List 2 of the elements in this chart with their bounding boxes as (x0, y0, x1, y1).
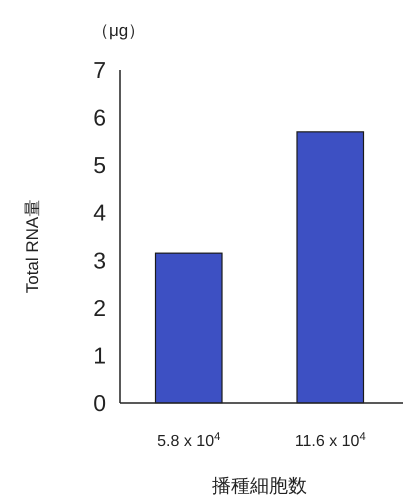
ylabel: Total RNA量 (23, 200, 42, 294)
xlabel: 播種細胞数 (212, 476, 307, 497)
